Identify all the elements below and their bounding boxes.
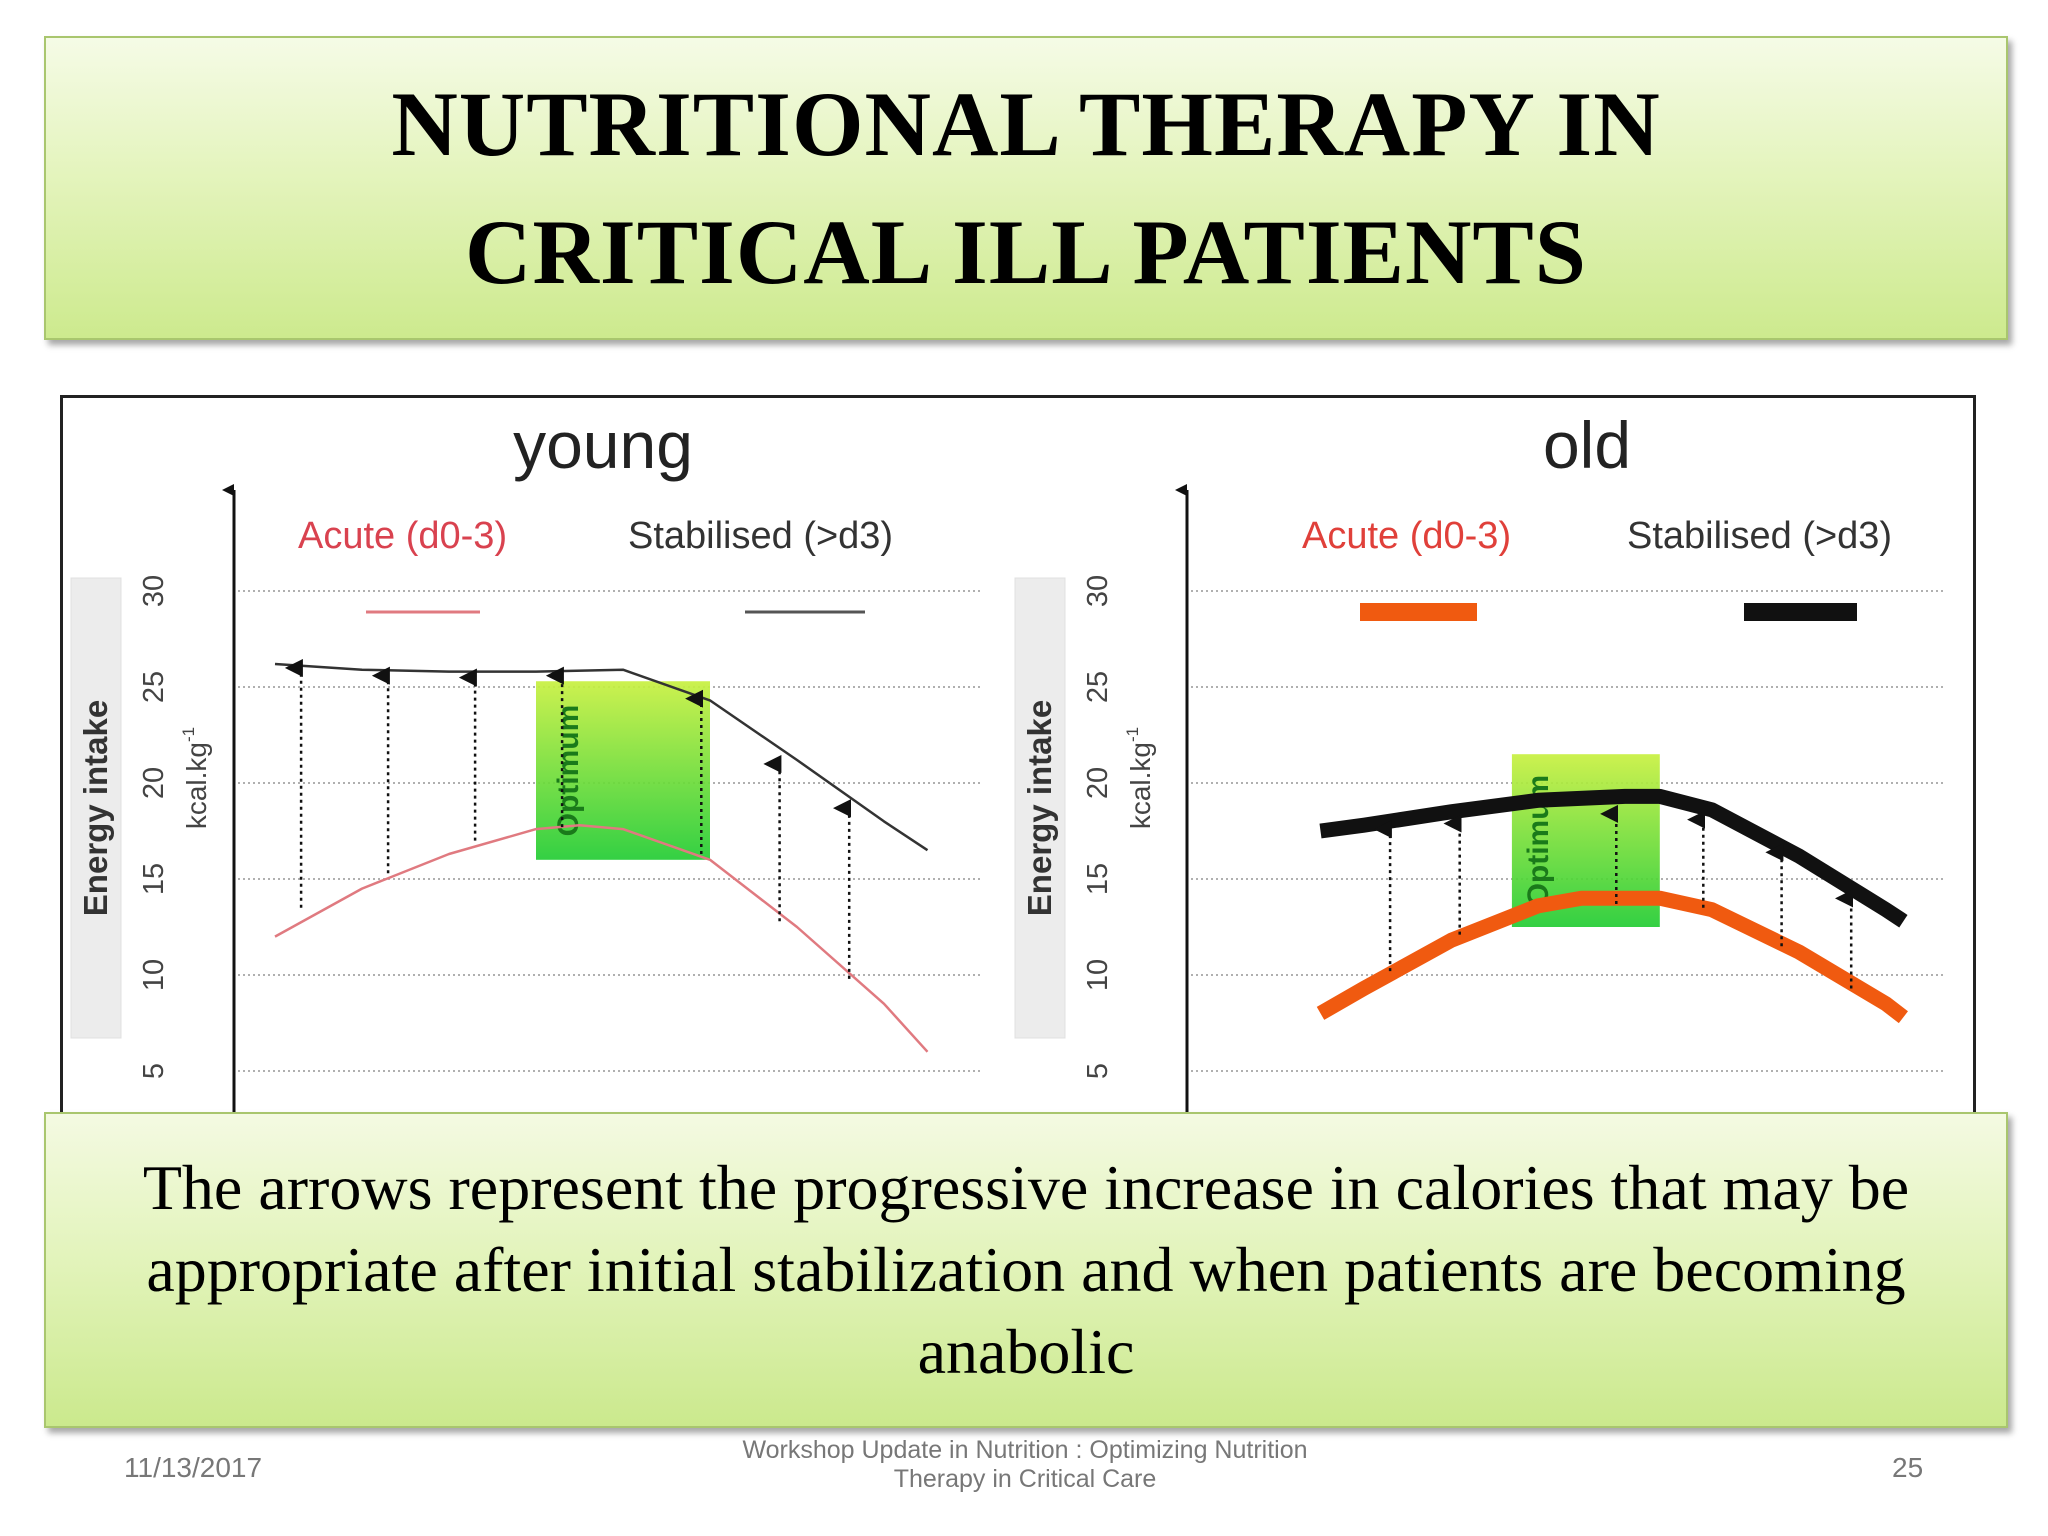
legend-acute-label: Acute (d0-3) xyxy=(298,515,507,557)
ylabel-unit-superscript: -1 xyxy=(179,727,198,742)
ylabel-unit-superscript: -1 xyxy=(1123,727,1142,742)
ytick-label-25: 25 xyxy=(138,671,170,703)
footer-center-text: Workshop Update in Nutrition : Optimizin… xyxy=(742,1436,1308,1493)
ytick-label-10: 10 xyxy=(1082,959,1114,991)
title-box: NUTRITIONAL THERAPY IN CRITICAL ILL PATI… xyxy=(44,36,2008,340)
optimum-label: Optimum xyxy=(552,705,585,837)
ylabel-band xyxy=(70,577,122,1039)
caption-text: The arrows represent the progressive inc… xyxy=(142,1152,1910,1387)
ylabel-text: Energy intake xyxy=(77,700,114,916)
series-acute-line xyxy=(1316,890,1908,1024)
ytick-label-25: 25 xyxy=(1082,671,1114,703)
slide-title-line-2: CRITICAL ILL PATIENTS xyxy=(465,201,1587,303)
ytick-label-5: 5 xyxy=(1082,1063,1114,1079)
ylabel-unit: kcal.kg-1 xyxy=(1123,727,1156,829)
chart-figure: Energy intake kcal.kg-1 5 10 15 20 25 30 young Ac… xyxy=(60,395,1976,1115)
series-stabilised-line xyxy=(274,662,929,852)
footer-page-number: 25 xyxy=(1892,1452,1924,1483)
ylabel-text: Energy intake xyxy=(1021,700,1058,916)
chart-panel-young: Energy intake kcal.kg-1 5 10 15 20 25 30 youngAc… xyxy=(70,408,983,1112)
ylabel-unit: kcal.kg-1 xyxy=(179,727,212,829)
footer-date: 11/13/2017 xyxy=(124,1452,263,1483)
slide-title-line-1: NUTRITIONAL THERAPY IN xyxy=(391,73,1661,175)
ytick-label-15: 15 xyxy=(138,863,170,895)
chart-title: old xyxy=(1543,408,1631,482)
ytick-label-10: 10 xyxy=(138,959,170,991)
ytick-label-30: 30 xyxy=(1082,575,1114,607)
ytick-label-5: 5 xyxy=(138,1063,170,1079)
series-stabilised-line xyxy=(1319,788,1908,928)
caption-box: The arrows represent the progressive inc… xyxy=(44,1112,2008,1428)
charts-svg: Energy intake kcal.kg-151015202530youngAc… xyxy=(70,408,1945,1112)
chart-title: young xyxy=(513,408,693,482)
ytick-label-20: 20 xyxy=(1082,767,1114,799)
ytick-label-30: 30 xyxy=(138,575,170,607)
legend-acute-label: Acute (d0-3) xyxy=(1302,515,1511,557)
legend-stabilised-label: Stabilised (>d3) xyxy=(628,515,893,557)
series-acute-line xyxy=(274,823,929,1053)
ylabel-band xyxy=(1014,577,1066,1039)
ytick-label-20: 20 xyxy=(138,767,170,799)
chart-panel-old: Energy intake kcal.kg-1 5 10 15 20 25 30 old Acut… xyxy=(1014,408,1945,1112)
ytick-label-15: 15 xyxy=(1082,863,1114,895)
legend-stabilised-label: Stabilised (>d3) xyxy=(1627,515,1892,557)
